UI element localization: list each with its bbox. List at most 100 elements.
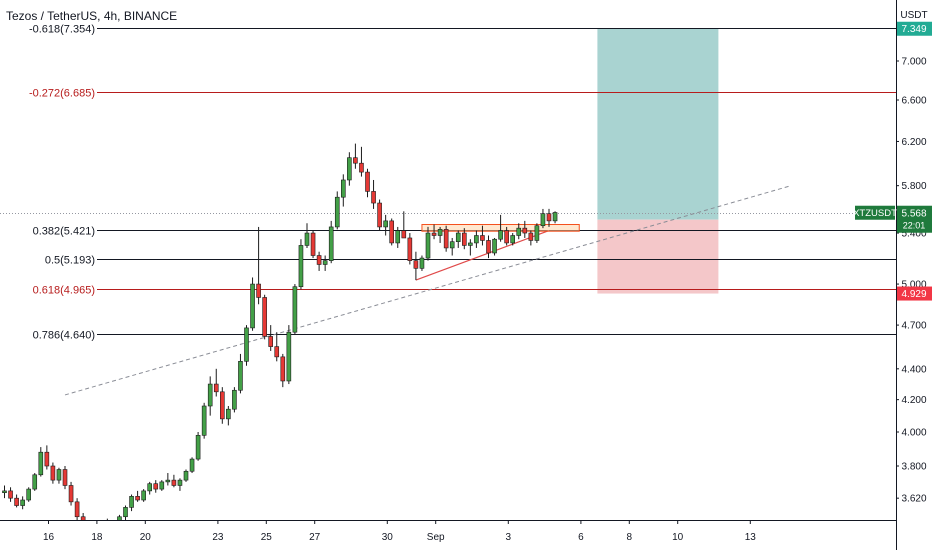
last-price-countdown: 22:01: [903, 221, 926, 231]
candle-body: [38, 451, 44, 476]
candle: [280, 353, 286, 388]
candle-body: [492, 238, 497, 254]
fib-level-label: -0.618(7.354): [29, 24, 95, 36]
time-axis[interactable]: 16 18 20 23 25 27 30 Sep 3 6 8 10 13: [0, 520, 896, 550]
candle: [44, 445, 50, 470]
candle: [546, 208, 552, 227]
fib-level-label: 0.786(4.640): [33, 330, 95, 342]
candle: [8, 487, 13, 502]
candle: [431, 224, 437, 240]
candles-layer: [2, 143, 558, 534]
candle: [383, 214, 388, 236]
candle-body: [322, 260, 328, 265]
price-tick-label: 4.700: [901, 321, 926, 332]
candle-body: [401, 230, 407, 239]
candle: [298, 239, 304, 290]
candle: [262, 294, 267, 340]
fib-level-label: 0.382(5.421): [33, 226, 95, 238]
candle: [201, 402, 207, 439]
price-tick-label: 5.800: [901, 181, 926, 192]
candle: [540, 208, 546, 229]
fib-level-label: -0.272(6.685): [29, 88, 95, 100]
candle-body: [213, 383, 219, 393]
time-tick-label: 16: [43, 532, 55, 543]
candle-body: [226, 408, 231, 420]
candle: [468, 239, 473, 256]
candle: [256, 226, 261, 305]
candle-body: [389, 220, 395, 244]
candle: [159, 480, 165, 491]
red-trendline[interactable]: [415, 230, 550, 281]
time-axis-bg[interactable]: [0, 520, 896, 550]
candle-body: [286, 331, 292, 382]
candle-body: [353, 157, 358, 164]
position-tool[interactable]: [597, 28, 719, 294]
candle: [419, 255, 425, 271]
candle: [250, 277, 255, 331]
price-tick-label: 7.000: [901, 57, 926, 68]
candle-body: [153, 483, 159, 490]
candle: [62, 466, 68, 490]
candle: [498, 214, 503, 242]
candle: [20, 496, 25, 510]
candle: [449, 237, 455, 256]
candle-body: [486, 240, 491, 254]
candle: [50, 462, 56, 484]
candle-body: [540, 213, 546, 227]
candle: [504, 226, 509, 246]
candle: [353, 143, 358, 169]
candle-body: [207, 383, 213, 407]
candle: [274, 332, 280, 362]
candle: [183, 469, 189, 482]
fib-level-label: 0.5(5.193): [45, 255, 95, 267]
candle: [413, 251, 419, 281]
candle: [153, 480, 159, 493]
candle-body: [419, 257, 425, 269]
price-axis[interactable]: USDT 3.620 3.800 4.000 4.200 4.400 4.700 5.000 5…: [896, 0, 932, 550]
price-axis-bg[interactable]: [896, 0, 932, 550]
candle: [68, 481, 74, 506]
candle-body: [455, 232, 461, 242]
last-price-value: 5.568: [901, 209, 926, 220]
position-stop-zone[interactable]: [597, 219, 719, 294]
candle: [14, 494, 19, 508]
candle-body: [468, 242, 473, 246]
candle-body: [68, 485, 74, 503]
candle: [38, 447, 44, 477]
candle: [322, 255, 328, 271]
time-tick-label: Sep: [427, 532, 445, 543]
price-tick-label: 3.800: [901, 462, 926, 473]
candle-body: [26, 488, 32, 501]
candle: [516, 223, 522, 240]
price-tick-label: 6.600: [901, 96, 926, 107]
stop-price-badge-text: 4.929: [901, 289, 926, 300]
candle-body: [395, 230, 401, 244]
time-tick-label: 23: [212, 532, 224, 543]
candle-body: [32, 474, 38, 490]
fib-levels[interactable]: -0.618(7.354) -0.272(6.685) 0.382(5.421) 0.…: [0, 24, 896, 342]
candle-body: [220, 391, 225, 420]
candle: [437, 226, 443, 243]
time-tick-label: 18: [91, 532, 103, 543]
candle-body: [141, 490, 146, 501]
time-tick-label: 27: [309, 532, 321, 543]
candle: [244, 325, 249, 366]
candle-body: [437, 229, 443, 236]
candle-body: [74, 501, 80, 518]
candle-body: [425, 232, 431, 259]
candle: [171, 474, 177, 488]
candle: [129, 494, 134, 512]
candle: [328, 220, 334, 264]
candle-body: [340, 179, 346, 198]
price-tick-label: 4.400: [901, 364, 926, 375]
fib-level-label: 0.618(4.965): [33, 285, 95, 297]
time-tick-label: 25: [261, 532, 273, 543]
candle: [389, 218, 395, 246]
position-target-zone[interactable]: [597, 28, 719, 220]
candle-body: [280, 356, 286, 382]
candle: [492, 237, 497, 256]
candle-body: [310, 232, 316, 256]
candle: [347, 152, 352, 186]
